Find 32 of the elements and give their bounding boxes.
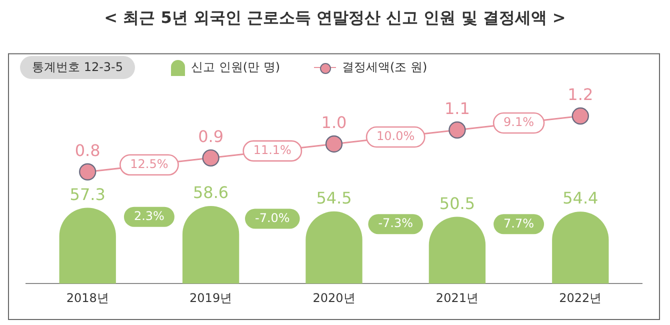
data-label: 1.1: [444, 99, 470, 118]
annotation: 12.5%: [130, 157, 168, 172]
legend-label: 신고 인원(만 명): [191, 59, 280, 76]
data-label: 57.3: [70, 184, 106, 204]
data-label: 1.0: [321, 113, 347, 132]
x-tick-label: 2018년: [66, 290, 109, 305]
chart-title: < 최근 5년 외국인 근로소득 연말정산 신고 인원 및 결정세액 >: [103, 8, 567, 29]
annotation: 통계번호 12-3-5: [20, 56, 136, 79]
point: [202, 149, 220, 167]
annotation: 2.3%: [134, 208, 164, 223]
data-label: 50.5: [439, 194, 476, 213]
annotation: 7.7%: [504, 216, 534, 230]
legend-label: 결정세액(조 원): [342, 59, 428, 76]
annotation: 9.1%: [504, 115, 534, 130]
data-label: 54.4: [562, 188, 598, 208]
annotation: 11.1%: [253, 143, 292, 158]
point: [325, 135, 343, 153]
data-label: 0.9: [198, 127, 224, 146]
data-label: 1.2: [568, 85, 594, 104]
annotation: -7.0%: [254, 210, 290, 225]
x-tick-label: 2022년: [559, 290, 602, 305]
point: [79, 163, 96, 180]
point: [448, 121, 466, 139]
annotation: -7.3%: [378, 216, 414, 230]
x-tick-label: 2021년: [436, 290, 478, 305]
data-label: 54.5: [316, 188, 352, 208]
annotation: 10.0%: [376, 129, 415, 144]
x-tick-label: 2019년: [190, 290, 232, 305]
data-label: 0.8: [74, 141, 100, 160]
point: [572, 107, 589, 125]
x-tick-label: 2020년: [312, 290, 356, 305]
data-label: 58.6: [192, 183, 229, 202]
